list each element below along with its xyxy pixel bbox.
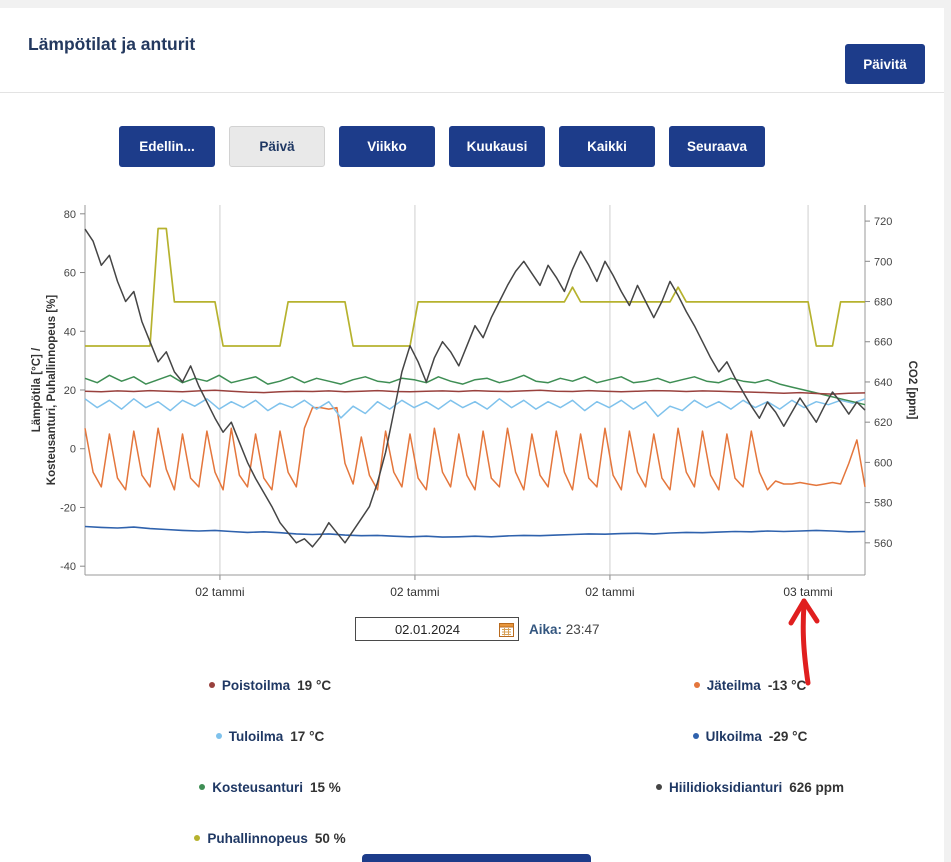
- legend-value: 50 %: [314, 830, 346, 846]
- legend-dot-hiilidioksidianturi: [655, 784, 662, 790]
- legend-item-puhallinnopeus[interactable]: Puhallinnopeus 50 %: [194, 828, 346, 848]
- header-divider: [0, 92, 951, 93]
- svg-text:02 tammi: 02 tammi: [195, 585, 244, 599]
- range-button-previous[interactable]: Edellin...: [119, 126, 215, 167]
- legend-value: 626 ppm: [789, 779, 845, 795]
- range-button-next[interactable]: Seuraava: [669, 126, 765, 167]
- svg-text:20: 20: [64, 385, 76, 397]
- legend-item-kosteusanturi[interactable]: Kosteusanturi 15 %: [199, 777, 341, 797]
- legend-value: 19 °C: [297, 677, 332, 693]
- scrollbar[interactable]: [944, 0, 951, 862]
- chart-area: 02 tammi 02 tammi 02 tammi 03 tammi 80 60 40 20…: [0, 195, 951, 610]
- svg-text:660: 660: [874, 337, 892, 349]
- legend-name: Poistoilma: [221, 677, 291, 693]
- svg-text:CO2 [ppm]: CO2 [ppm]: [906, 361, 918, 420]
- legend-column-right: Jäteilma -13 °C Ulkoilma -29 °C Hiilidio…: [585, 675, 915, 797]
- update-button[interactable]: Päivitä: [845, 44, 925, 84]
- legend-value: -29 °C: [768, 728, 808, 744]
- legend-name: Ulkoilma: [705, 728, 762, 744]
- svg-text:560: 560: [874, 538, 892, 550]
- time-label: Aika:: [529, 621, 563, 637]
- range-button-month[interactable]: Kuukausi: [449, 126, 545, 167]
- legend-name: Jäteilma: [706, 677, 761, 693]
- legend-dot-kosteusanturi: [199, 784, 206, 790]
- svg-text:620: 620: [874, 417, 892, 429]
- svg-text:-20: -20: [60, 502, 76, 514]
- range-button-day[interactable]: Päivä: [229, 126, 325, 167]
- red-arrow-annotation: [788, 598, 820, 686]
- calendar-icon[interactable]: [499, 622, 514, 637]
- svg-text:80: 80: [64, 209, 76, 221]
- svg-text:720: 720: [874, 216, 892, 228]
- range-toolbar: Edellin... Päivä Viikko Kuukausi Kaikki …: [119, 126, 765, 167]
- svg-text:60: 60: [64, 268, 76, 280]
- date-picker[interactable]: [355, 617, 519, 641]
- legend-name: Kosteusanturi: [212, 779, 303, 795]
- legend-dot-tuloilma: [215, 733, 222, 739]
- legend-item-jateilma[interactable]: Jäteilma -13 °C: [693, 675, 807, 695]
- legend-item-ulkoilma[interactable]: Ulkoilma -29 °C: [692, 726, 808, 746]
- range-button-all[interactable]: Kaikki: [559, 126, 655, 167]
- svg-text:580: 580: [874, 498, 892, 510]
- svg-text:600: 600: [874, 457, 892, 469]
- legend-dot-ulkoilma: [692, 733, 699, 739]
- legend-column-left: Poistoilma 19 °C Tuloilma 17 °C Kosteusa…: [110, 675, 430, 848]
- window-top-edge: [0, 0, 951, 8]
- svg-text:02 tammi: 02 tammi: [585, 585, 634, 599]
- legend-name: Hiilidioksidianturi: [668, 779, 783, 795]
- legend-value: -13 °C: [767, 677, 807, 693]
- legend-dot-jateilma: [693, 682, 700, 688]
- legend-dot-poistoilma: [208, 682, 215, 688]
- legend-item-poistoilma[interactable]: Poistoilma 19 °C: [208, 675, 332, 695]
- svg-text:03 tammi: 03 tammi: [783, 585, 832, 599]
- svg-text:40: 40: [64, 326, 76, 338]
- temperature-co2-chart: 02 tammi 02 tammi 02 tammi 03 tammi 80 60 40 20…: [31, 205, 918, 599]
- legend-item-tuloilma[interactable]: Tuloilma 17 °C: [215, 726, 325, 746]
- svg-text:Kosteusanturi, Puhallinnopeus: Kosteusanturi, Puhallinnopeus [%]: [46, 295, 58, 486]
- svg-text:-40: -40: [60, 561, 76, 573]
- date-bar: Aika: 23:47: [355, 616, 600, 642]
- legend-item-hiilidioksidianturi[interactable]: Hiilidioksidianturi 626 ppm: [655, 777, 845, 797]
- time-value: 23:47: [565, 621, 600, 637]
- bottom-partial-button[interactable]: [362, 854, 591, 862]
- svg-text:02 tammi: 02 tammi: [390, 585, 439, 599]
- legend-name: Tuloilma: [228, 728, 284, 744]
- legend-name: Puhallinnopeus: [207, 830, 308, 846]
- page-title: Lämpötilat ja anturit: [28, 34, 196, 54]
- svg-text:680: 680: [874, 297, 892, 309]
- time-display: Aika: 23:47: [529, 622, 600, 637]
- svg-text:700: 700: [874, 256, 892, 268]
- date-input[interactable]: [356, 620, 499, 638]
- legend-dot-puhallinnopeus: [194, 835, 201, 841]
- svg-text:0: 0: [70, 444, 76, 456]
- legend-value: 15 %: [309, 779, 341, 795]
- legend-value: 17 °C: [290, 728, 325, 744]
- svg-text:Lämpötila [°C] /: Lämpötila [°C] /: [31, 347, 43, 432]
- range-button-week[interactable]: Viikko: [339, 126, 435, 167]
- svg-text:640: 640: [874, 377, 892, 389]
